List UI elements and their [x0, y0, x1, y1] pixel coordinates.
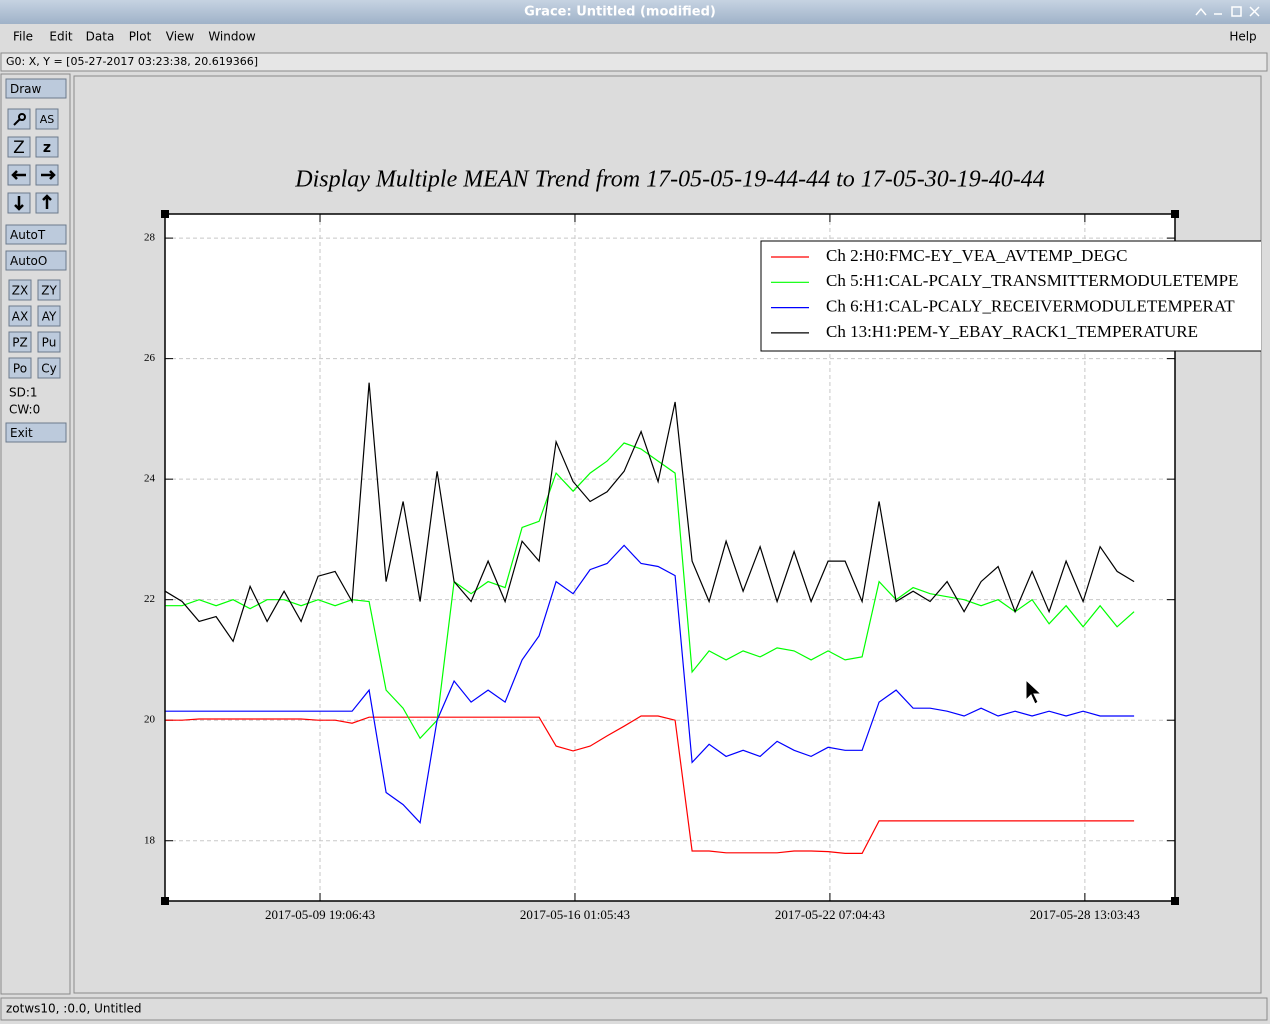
x-tick-label: 2017-05-09 19:06:43 [265, 907, 375, 922]
x-tick-label: 2017-05-28 13:03:43 [1030, 907, 1140, 922]
y-tick-label: 18 [144, 834, 156, 846]
menu-item[interactable]: Data [86, 30, 115, 44]
frame-handle [1171, 897, 1179, 905]
frame-handle [161, 897, 169, 905]
series-group [165, 382, 1135, 854]
arrow-left [11, 170, 26, 180]
menu-item[interactable]: Plot [129, 30, 152, 44]
menu-item[interactable]: Window [208, 30, 256, 44]
auto-label: AutoT [10, 228, 46, 242]
zoom-label: Po [13, 362, 27, 376]
chart: Display Multiple MEAN Trend from 17-05-0… [144, 167, 1261, 922]
draw-button[interactable] [5, 78, 67, 99]
zoom-label: ZX [12, 284, 28, 298]
arrow-down [14, 196, 24, 211]
magnifier-icon [13, 113, 27, 126]
menu-help[interactable]: Help [1229, 30, 1256, 44]
x-tick-label: 2017-05-22 07:04:43 [775, 907, 885, 922]
auto-button[interactable] [5, 224, 67, 245]
zoom-button[interactable] [8, 331, 32, 353]
menu-item[interactable]: View [166, 30, 195, 44]
zoom-label: Cy [41, 362, 56, 376]
zoom-label: Pu [42, 336, 57, 350]
icon-glyph: z [43, 140, 51, 156]
legend-box [760, 240, 1261, 352]
zoom-button[interactable] [8, 305, 32, 327]
mouse-cursor [1025, 678, 1043, 705]
status-line [0, 52, 1268, 72]
draw-label: Draw [10, 82, 42, 96]
y-tick-label: 22 [144, 593, 155, 605]
legend-label: Ch 2:H0:FMC-EY_VEA_AVTEMP_DEGC [826, 246, 1127, 265]
status-text: G0: X, Y = [05-27-2017 03:23:38, 20.6193… [6, 55, 258, 68]
auto-button[interactable] [5, 250, 67, 271]
y-tick-label: 20 [144, 714, 156, 726]
zoom-button[interactable] [37, 331, 61, 353]
title-bar [0, 0, 1270, 24]
x-tick-label: 2017-05-16 01:05:43 [520, 907, 630, 922]
window-controls[interactable] [1195, 6, 1260, 17]
series-line [165, 382, 1135, 643]
frame-handle [1171, 210, 1179, 218]
exit-label: Exit [10, 426, 33, 440]
zoom-button[interactable] [37, 305, 61, 327]
info-text: CW:0 [9, 403, 40, 417]
footer-bar [0, 997, 1268, 1021]
frame-handle [161, 210, 169, 218]
info-text: SD:1 [9, 386, 38, 400]
y-tick-label: 28 [144, 232, 156, 244]
zoom-button[interactable] [8, 279, 32, 301]
series-line [165, 544, 1135, 824]
arrow-up [42, 194, 52, 209]
icon-button[interactable] [35, 136, 59, 158]
btn-close[interactable] [1249, 6, 1260, 17]
menu-item[interactable]: File [13, 30, 33, 44]
zoom-label: AY [42, 310, 57, 324]
legend-label: Ch 5:H1:CAL-PCALY_TRANSMITTERMODULETEMPE [826, 271, 1238, 290]
arrow-right [41, 170, 56, 180]
series-line [165, 715, 1135, 854]
zoom-label: PZ [12, 336, 27, 350]
y-tick-label: 24 [144, 473, 156, 485]
zoom-label: AX [12, 310, 28, 324]
legend-label: Ch 6:H1:CAL-PCALY_RECEIVERMODULETEMPERAT [826, 297, 1235, 316]
zoom-button[interactable] [37, 279, 61, 301]
zoom-button[interactable] [8, 357, 32, 379]
btn-max[interactable] [1231, 6, 1242, 17]
legend-label: Ch 13:H1:PEM-Y_EBAY_RACK1_TEMPERATURE [826, 322, 1198, 341]
y-tick-label: 26 [144, 352, 156, 364]
plot-frame [164, 213, 1176, 902]
window-title: Grace: Untitled (modified) [524, 5, 716, 20]
zoom-button[interactable] [37, 357, 61, 379]
auto-label: AutoO [10, 254, 47, 268]
footer-text: zotws10, :0.0, Untitled [6, 1002, 142, 1016]
menu-item[interactable]: Edit [49, 30, 73, 44]
menu-bar [0, 24, 1270, 51]
btn-up[interactable] [1195, 7, 1207, 16]
icon-glyph: AS [40, 113, 55, 126]
zoom-label: ZY [41, 284, 57, 298]
chart-title: Display Multiple MEAN Trend from 17-05-0… [294, 167, 1044, 193]
icon-glyph: Z [13, 138, 25, 158]
icon-button[interactable] [7, 136, 31, 158]
exit-button[interactable] [5, 422, 67, 443]
icon-button[interactable] [35, 108, 59, 130]
